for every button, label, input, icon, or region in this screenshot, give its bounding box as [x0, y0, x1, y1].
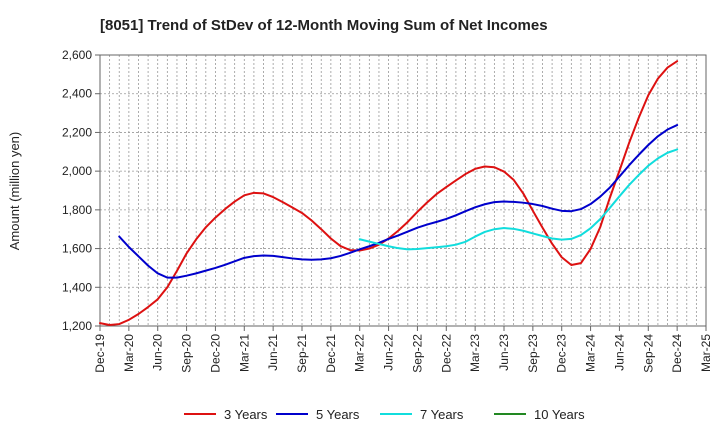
- x-tick-label: Dec-23: [555, 334, 569, 373]
- x-tick-label: Jun-22: [382, 334, 396, 371]
- y-tick-label: 1,600: [62, 242, 92, 256]
- y-tick-label: 1,800: [62, 203, 92, 217]
- y-tick-label: 1,400: [62, 280, 92, 294]
- series-lines: [99, 60, 679, 327]
- y-axis: 1,200 1,400 1,600 1,800 2,000 2,200 2,400 2,600: [62, 48, 100, 333]
- x-tick-label: Jun-20: [151, 334, 165, 371]
- chart-title: [8051] Trend of StDev of 12-Month Moving…: [100, 17, 548, 34]
- x-tick-label: Mar-22: [353, 334, 367, 372]
- x-tick-label: Sep-21: [295, 334, 309, 373]
- y-axis-label: Amount (million yen): [7, 132, 22, 251]
- x-tick-label: Mar-21: [237, 334, 251, 372]
- legend-label: 10 Years: [534, 407, 585, 422]
- x-tick-label: Mar-24: [584, 334, 598, 372]
- legend-label: 5 Years: [316, 407, 360, 422]
- x-tick-label: Mar-20: [122, 334, 136, 372]
- x-tick-label: Jun-23: [497, 334, 511, 371]
- plot-frame: [99, 54, 707, 327]
- legend-label: 7 Years: [420, 407, 464, 422]
- y-tick-label: 2,400: [62, 87, 92, 101]
- x-tick-label: Dec-21: [324, 334, 338, 373]
- x-tick-label: Dec-19: [93, 334, 107, 373]
- legend-label: 3 Years: [224, 407, 268, 422]
- x-tick-label: Sep-24: [641, 334, 655, 373]
- y-tick-label: 2,200: [62, 125, 92, 139]
- y-tick-label: 1,200: [62, 319, 92, 333]
- x-tick-label: Dec-20: [208, 334, 222, 373]
- grid: [99, 54, 707, 327]
- x-tick-label: Sep-23: [526, 334, 540, 373]
- series-line-3: [358, 148, 679, 251]
- x-tick-label: Dec-22: [439, 334, 453, 373]
- y-tick-label: 2,000: [62, 164, 92, 178]
- legend: 3 Years 5 Years 7 Years 10 Years: [184, 407, 585, 422]
- x-tick-label: Jun-21: [266, 334, 280, 371]
- x-tick-label: Mar-23: [468, 334, 482, 372]
- x-tick-label: Mar-25: [699, 334, 713, 372]
- series-line-2: [118, 124, 679, 279]
- x-axis: Dec-19 Mar-20 Jun-20 Sep-20 Dec-20 Mar-21 Jun-…: [93, 326, 713, 373]
- x-tick-label: Jun-24: [612, 334, 626, 371]
- x-tick-label: Dec-24: [670, 334, 684, 373]
- x-tick-label: Sep-22: [410, 334, 424, 373]
- x-tick-label: Sep-20: [180, 334, 194, 373]
- y-tick-label: 2,600: [62, 48, 92, 62]
